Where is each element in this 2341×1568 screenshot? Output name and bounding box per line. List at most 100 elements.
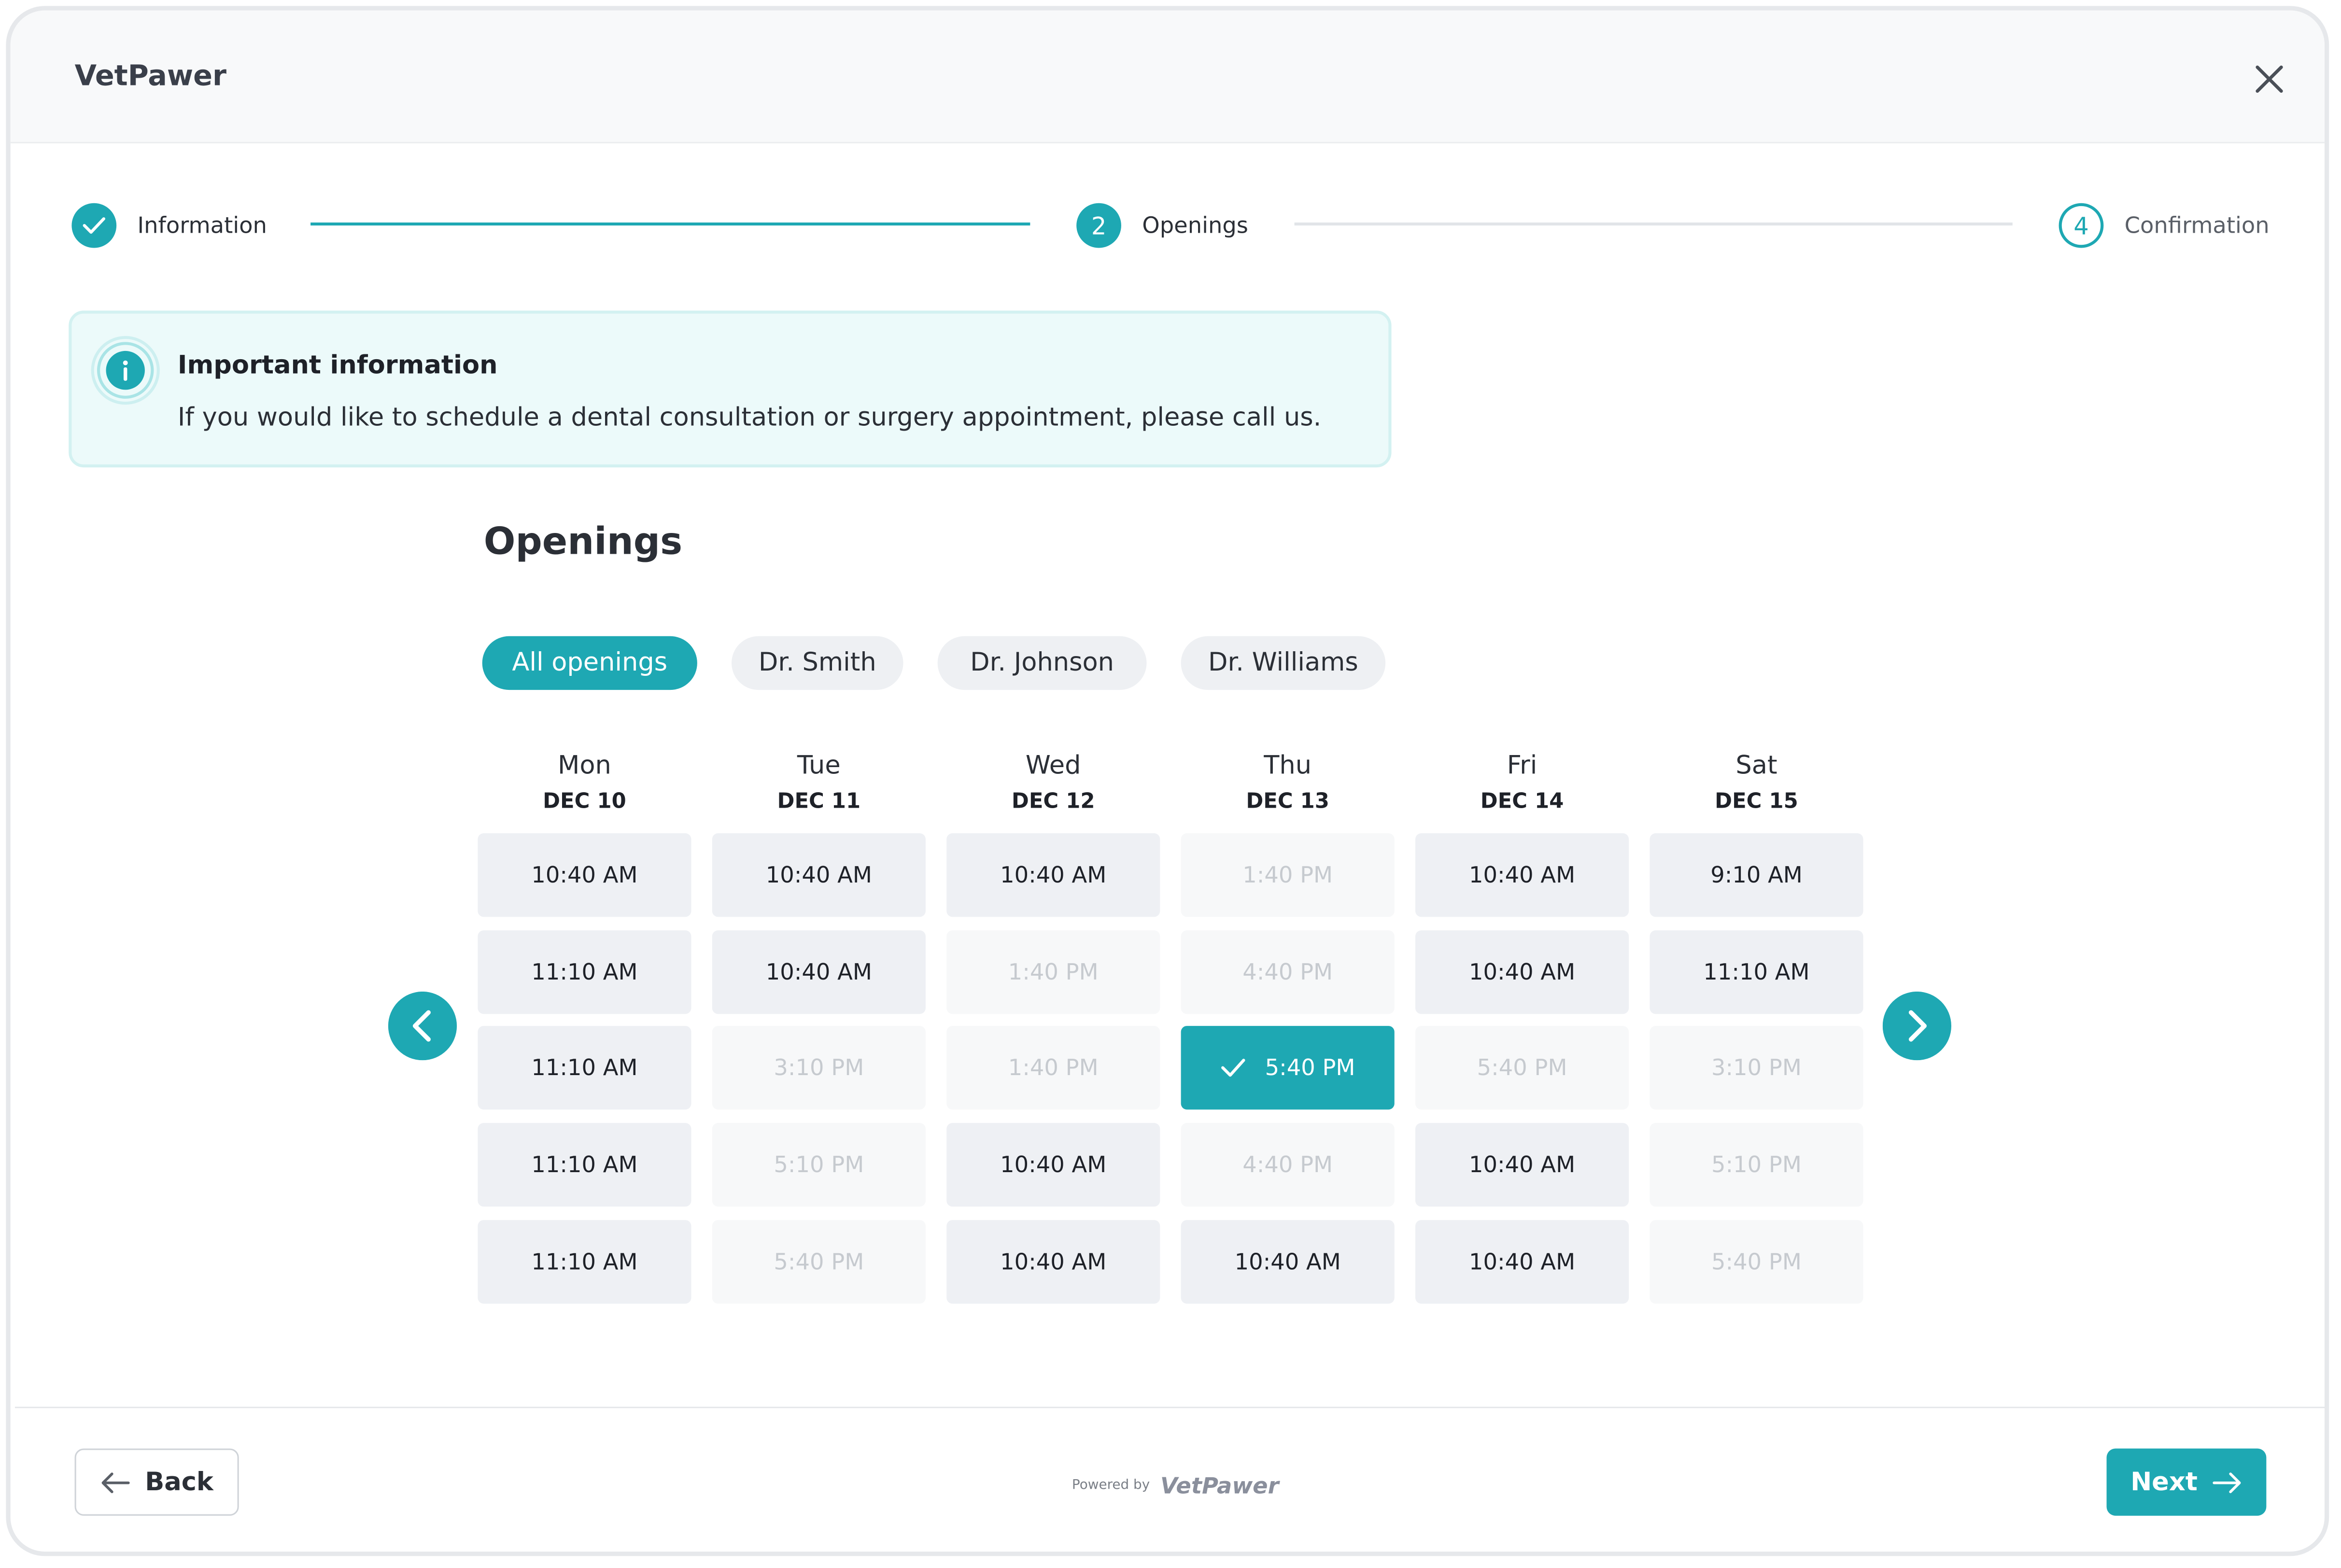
time-slot[interactable]: 10:40 AM	[1415, 1123, 1629, 1207]
back-arrow	[101, 1471, 130, 1493]
check-icon	[1221, 1059, 1246, 1077]
time-slot: 1:40 PM	[946, 1026, 1160, 1110]
footer-divider	[14, 1406, 2327, 1408]
time-slot: 5:40 PM	[1415, 1026, 1629, 1110]
filter-chip[interactable]: Dr. Williams	[1181, 636, 1386, 690]
slot-time: 10:40 AM	[765, 958, 872, 986]
time-slot[interactable]: 10:40 AM	[478, 833, 691, 917]
time-slot: 1:40 PM	[946, 930, 1160, 1014]
time-slot[interactable]: 11:10 AM	[478, 1220, 691, 1304]
slot-time: 10:40 AM	[1468, 861, 1576, 889]
step-connector	[1294, 222, 2013, 226]
filter-chip[interactable]: Dr. Smith	[731, 636, 903, 690]
time-slot[interactable]: 10:40 AM	[1415, 930, 1629, 1014]
step-indicator: 2	[1076, 203, 1121, 248]
day-date: DEC 11	[777, 790, 861, 814]
slot-time: 3:10 PM	[774, 1054, 864, 1081]
slot-time: 11:10 AM	[1703, 958, 1810, 986]
time-slot: 4:40 PM	[1181, 1123, 1395, 1207]
slot-time: 5:10 PM	[1711, 1151, 1802, 1178]
slot-time: 10:40 AM	[531, 861, 638, 889]
slot-time: 10:40 AM	[1000, 1151, 1107, 1178]
slot-time: 5:40 PM	[1265, 1054, 1355, 1081]
time-slot[interactable]: 10:40 AM	[946, 1220, 1160, 1304]
time-slot[interactable]: 10:40 AM	[1181, 1220, 1395, 1304]
prev-week-button[interactable]	[388, 991, 457, 1061]
time-slot[interactable]: 10:40 AM	[712, 930, 926, 1014]
back-button[interactable]: Back	[74, 1448, 239, 1516]
slot-time: 10:40 AM	[1468, 1248, 1576, 1275]
day-name: Fri	[1507, 751, 1537, 781]
dialog-card: VetPawer	[6, 6, 2329, 1556]
time-slot[interactable]: 10:40 AM	[712, 833, 926, 917]
slot-time: 10:40 AM	[1468, 1151, 1576, 1178]
slot-time: 5:40 PM	[1711, 1248, 1802, 1275]
notice-title: Important information	[177, 350, 498, 381]
notice-text: If you would like to schedule a dental c…	[177, 403, 1322, 434]
powered-by-brand: VetPawer	[1160, 1472, 1279, 1499]
slot-time: 10:40 AM	[765, 861, 872, 889]
time-slot[interactable]: 10:40 AM	[1415, 1220, 1629, 1304]
notice: Important information If you would like …	[69, 310, 1392, 468]
day-name: Tue	[797, 751, 841, 781]
next-arrow	[2213, 1471, 2241, 1493]
slot-time: 1:40 PM	[1008, 1054, 1099, 1081]
slot-time: 11:10 AM	[531, 958, 638, 986]
step-indicator	[71, 203, 117, 248]
slot-time: 5:40 PM	[1477, 1054, 1567, 1081]
slot-time: 9:10 AM	[1710, 861, 1803, 889]
time-slot[interactable]: 10:40 AM	[1415, 833, 1629, 917]
time-slot[interactable]: 9:10 AM	[1650, 833, 1863, 917]
time-slot: 5:10 PM	[712, 1123, 926, 1207]
time-slot: 5:40 PM	[712, 1220, 926, 1304]
slot-time: 11:10 AM	[531, 1151, 638, 1178]
day-name: Thu	[1264, 751, 1312, 781]
time-slot[interactable]: 10:40 AM	[946, 1123, 1160, 1207]
slot-time: 10:40 AM	[1468, 958, 1576, 986]
time-slot[interactable]: 10:40 AM	[946, 833, 1160, 917]
time-slot[interactable]: 11:10 AM	[478, 1123, 691, 1207]
time-slot: 5:40 PM	[1650, 1220, 1863, 1304]
check-icon	[83, 217, 105, 234]
powered-by-label: Powered by	[1072, 1478, 1150, 1494]
step-label: Openings	[1142, 212, 1248, 239]
section-title: Openings	[483, 519, 683, 563]
header: VetPawer	[10, 10, 2325, 143]
slot-time: 1:40 PM	[1242, 861, 1333, 889]
step-indicator: 4	[2059, 203, 2104, 248]
time-slot: 4:40 PM	[1181, 930, 1395, 1014]
time-slot[interactable]: 11:10 AM	[1650, 930, 1863, 1014]
filter-chip[interactable]: All openings	[482, 636, 697, 690]
next-label: Next	[2130, 1467, 2198, 1498]
slot-time: 5:40 PM	[774, 1248, 864, 1275]
slot-time: 11:10 AM	[531, 1248, 638, 1275]
info-icon	[91, 336, 160, 405]
time-slot: 5:10 PM	[1650, 1123, 1863, 1207]
day-date: DEC 13	[1246, 790, 1329, 814]
step-label: Confirmation	[2124, 212, 2270, 239]
next-button[interactable]: Next	[2106, 1448, 2267, 1516]
brand: VetPawer	[74, 59, 226, 93]
slot-time: 10:40 AM	[1000, 861, 1107, 889]
day-name: Wed	[1025, 751, 1081, 781]
slot-time: 4:40 PM	[1242, 958, 1333, 986]
time-slot[interactable]: 11:10 AM	[478, 1026, 691, 1110]
back-label: Back	[145, 1467, 213, 1498]
step-label: Information	[137, 212, 267, 239]
day-name: Sat	[1735, 751, 1777, 781]
slot-time: 10:40 AM	[1000, 1248, 1107, 1275]
slot-time: 3:10 PM	[1711, 1054, 1802, 1081]
day-name: Mon	[558, 751, 611, 781]
time-slot: 3:10 PM	[1650, 1026, 1863, 1110]
time-slot[interactable]: 5:40 PM	[1181, 1026, 1395, 1110]
time-slot[interactable]: 11:10 AM	[478, 930, 691, 1014]
powered-by: Powered by VetPawer	[1072, 1472, 1279, 1499]
day-date: DEC 12	[1011, 790, 1095, 814]
filter-chip[interactable]: Dr. Johnson	[937, 636, 1147, 690]
close-button[interactable]	[2255, 64, 2285, 94]
next-week-button[interactable]	[1882, 991, 1951, 1061]
slot-time: 5:10 PM	[774, 1151, 864, 1178]
slot-time: 11:10 AM	[531, 1054, 638, 1081]
